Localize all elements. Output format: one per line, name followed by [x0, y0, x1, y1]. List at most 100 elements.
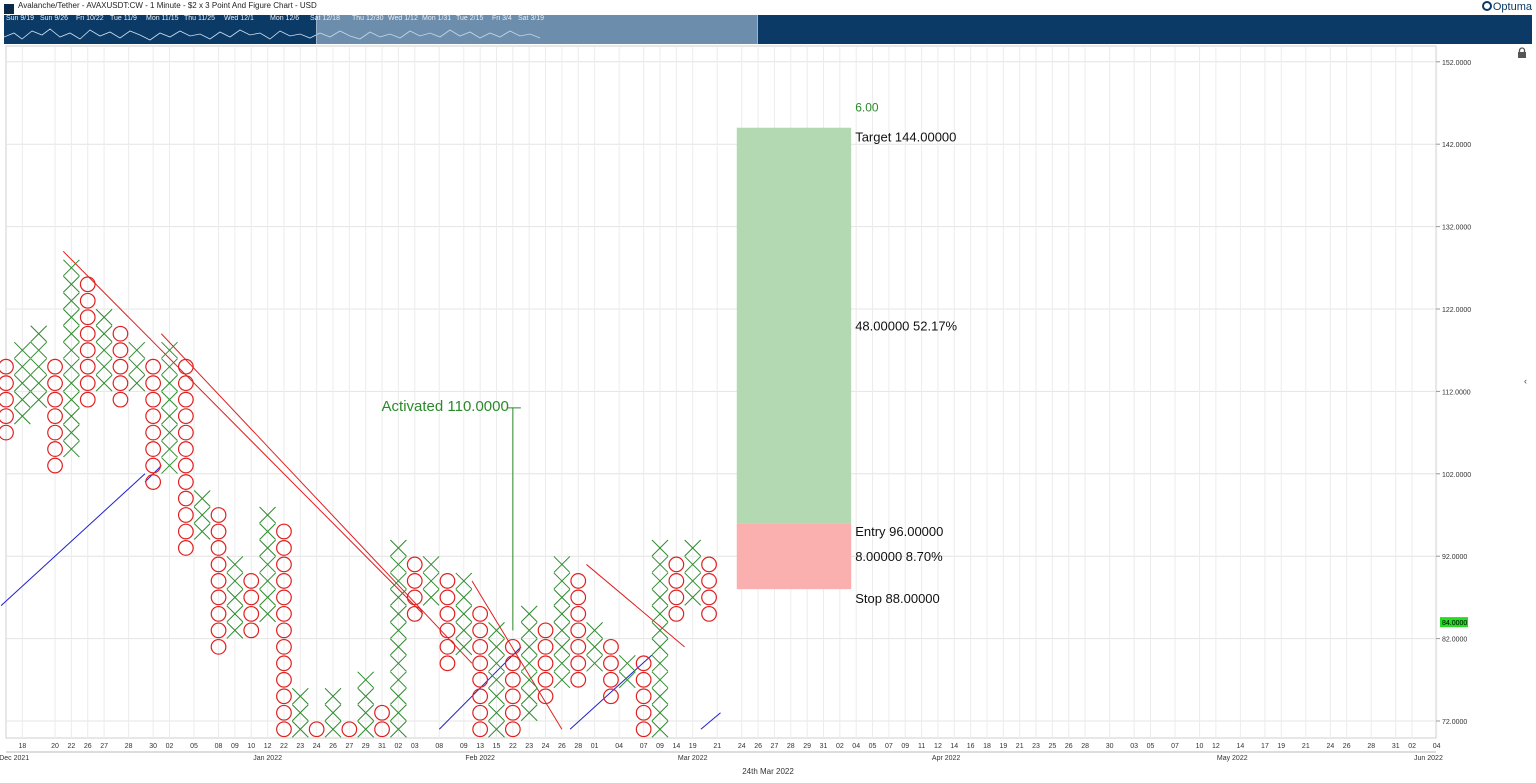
o-box [0, 358, 14, 375]
o-box [276, 540, 292, 556]
x-tick-label: 29 [803, 743, 811, 750]
x-stroke [390, 720, 407, 738]
o-box [276, 721, 292, 738]
o-box [276, 688, 292, 705]
x-box [259, 605, 276, 623]
y-tick-label: 152.0000 [1442, 60, 1471, 67]
o-box [276, 671, 292, 688]
x-box [651, 638, 669, 656]
x-box [161, 341, 178, 359]
x-box [95, 341, 113, 359]
chart-grid [5, 45, 1438, 739]
y-tick-label: 142.0000 [1442, 142, 1471, 149]
o-box [145, 441, 162, 457]
x-box [30, 325, 48, 343]
o-box [112, 391, 129, 408]
x-tick-label: 09 [460, 743, 468, 750]
date-axis: 18 20 22 26 27 28 30 02 05 08 09 10 12 22 23 24 26 27 29 31… [0, 743, 1443, 762]
x-stroke [259, 523, 276, 540]
x-tick-label: 31 [820, 743, 828, 750]
resistance-trendline [586, 564, 685, 648]
o-box [668, 589, 685, 606]
x-tick-label: 04 [615, 743, 623, 750]
o-box [276, 655, 292, 672]
x-box [520, 638, 538, 656]
o-box [276, 605, 292, 622]
x-stroke [553, 589, 571, 606]
x-box [63, 407, 80, 425]
o-box [145, 391, 162, 408]
chart-menu-icon[interactable] [4, 4, 14, 14]
x-stroke [651, 720, 669, 738]
x-box [30, 341, 48, 359]
x-stroke [357, 687, 375, 705]
o-box [177, 523, 194, 540]
o-box [177, 441, 194, 457]
o-box [276, 704, 292, 721]
x-box [651, 539, 669, 557]
x-stroke [95, 341, 113, 359]
x-tick-label: 26 [754, 743, 762, 750]
x-stroke [520, 704, 538, 722]
o-box [177, 358, 194, 375]
x-stroke [553, 605, 571, 623]
x-box [95, 374, 113, 392]
lock-icon[interactable] [1516, 47, 1528, 59]
x-box [651, 556, 669, 573]
x-stroke [520, 605, 538, 623]
o-box [276, 556, 292, 573]
x-stroke [161, 341, 178, 359]
o-box [177, 408, 194, 425]
trendlines [0, 250, 721, 730]
x-stroke [357, 720, 375, 738]
month-label: May 2022 [1217, 755, 1248, 762]
x-box [390, 539, 407, 557]
o-box [276, 638, 292, 655]
o-box [112, 375, 129, 392]
x-stroke [455, 622, 473, 639]
o-box [210, 573, 227, 589]
x-stroke [488, 720, 505, 738]
x-tick-label: 26 [84, 743, 92, 750]
entry-label: Entry 96.00000 [855, 524, 943, 539]
navigator-window[interactable] [316, 15, 758, 44]
o-box [668, 605, 685, 622]
x-stroke [684, 539, 702, 557]
o-box [439, 605, 456, 622]
o-box [504, 721, 521, 738]
x-stroke [63, 440, 80, 458]
resistance-trendline [471, 580, 563, 730]
stop-zone [736, 523, 852, 590]
x-stroke [586, 622, 603, 639]
x-stroke [259, 506, 276, 524]
x-stroke [259, 556, 276, 573]
x-tick-label: 09 [656, 743, 664, 750]
month-label: Dec 2021 [0, 755, 29, 762]
stop-label: Stop 88.00000 [855, 591, 940, 606]
x-box [520, 605, 538, 623]
x-box [390, 654, 407, 672]
x-box [455, 589, 473, 606]
x-stroke [520, 671, 538, 689]
x-box [259, 572, 276, 590]
x-box [291, 687, 309, 705]
x-tick-label: 28 [787, 743, 795, 750]
x-stroke [651, 539, 669, 557]
x-tick-label: 14 [950, 743, 958, 750]
x-stroke [161, 407, 178, 425]
x-tick-label: 28 [574, 743, 582, 750]
o-box [177, 540, 194, 556]
x-box [324, 704, 342, 722]
x-stroke [193, 523, 211, 540]
x-box [684, 556, 702, 573]
o-box [47, 408, 63, 425]
x-box [13, 358, 31, 376]
x-tick-label: 27 [771, 743, 779, 750]
x-stroke [95, 325, 113, 343]
x-tick-label: 15 [493, 743, 501, 750]
month-label: Feb 2022 [465, 755, 495, 762]
collapse-panel-icon[interactable]: ‹ [1524, 376, 1527, 386]
o-box [570, 573, 587, 589]
x-box [63, 325, 80, 343]
navigator-strip[interactable]: Sun 9/19 Sun 9/26 Fri 10/22 Tue 11/9 Mon 11/… [4, 15, 1532, 44]
